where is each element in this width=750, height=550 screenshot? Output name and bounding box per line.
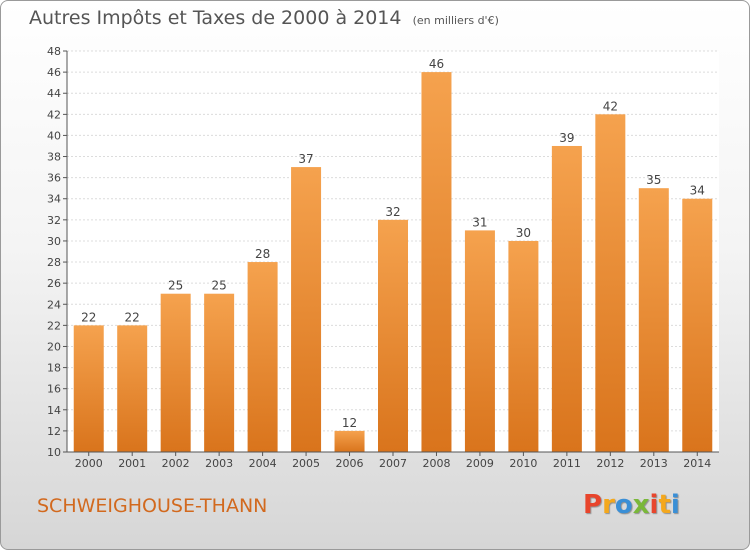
y-tick-label: 34 xyxy=(47,193,61,206)
x-tick-label: 2004 xyxy=(249,457,277,470)
y-tick-label: 24 xyxy=(47,298,61,311)
bar xyxy=(508,240,539,452)
y-tick-label: 36 xyxy=(47,172,61,185)
data-label: 25 xyxy=(168,279,183,293)
bar xyxy=(682,198,713,452)
data-label: 31 xyxy=(472,215,487,229)
x-tick-label: 2000 xyxy=(75,457,103,470)
data-label: 37 xyxy=(298,152,313,166)
logo-letter: x xyxy=(632,490,650,520)
x-tick-label: 2002 xyxy=(162,457,190,470)
data-label: 12 xyxy=(342,416,357,430)
bar xyxy=(160,293,191,452)
y-tick-label: 38 xyxy=(47,151,61,164)
chart-unit: (en milliers d'€) xyxy=(412,14,499,27)
x-tick-label: 2010 xyxy=(509,457,537,470)
data-label: 22 xyxy=(81,310,96,324)
y-tick-label: 22 xyxy=(47,319,61,332)
bar xyxy=(421,72,452,453)
x-tick-label: 2012 xyxy=(596,457,624,470)
bars: 22 22 25 25 28 37 12 32 46 31 30 39 42 35 34 xyxy=(73,57,713,453)
data-label: 32 xyxy=(385,205,400,219)
logo-letter: P xyxy=(583,490,603,520)
y-tick-label: 46 xyxy=(47,66,61,79)
data-label: 42 xyxy=(603,99,618,113)
y-tick-label: 42 xyxy=(47,108,61,121)
y-tick-label: 30 xyxy=(47,235,61,248)
data-label: 46 xyxy=(429,57,444,71)
bar xyxy=(551,145,582,452)
chart-title-block: Autres Impôts et Taxes de 2000 à 2014 (e… xyxy=(29,7,499,29)
y-tick-label: 12 xyxy=(47,425,61,438)
x-tick-label: 2013 xyxy=(640,457,668,470)
data-label: 39 xyxy=(559,131,574,145)
x-tick-label: 2006 xyxy=(336,457,364,470)
y-tick-label: 44 xyxy=(47,87,61,100)
proxiti-logo: Proxiti xyxy=(583,490,680,520)
logo-letter: i xyxy=(649,490,659,520)
axes: 10 12 14 16 18 20 22 24 26 28 30 32 34 36 38 40 42 44 46 48… xyxy=(47,45,719,470)
x-tick-label: 2014 xyxy=(683,457,711,470)
y-tick-label: 32 xyxy=(47,214,61,227)
y-tick-label: 28 xyxy=(47,256,61,269)
y-tick-label: 20 xyxy=(47,340,61,353)
y-tick-label: 40 xyxy=(47,129,61,142)
town-name: SCHWEIGHOUSE-THANN xyxy=(37,495,268,517)
y-tick-label: 10 xyxy=(47,446,61,459)
bar xyxy=(595,114,626,452)
bar xyxy=(247,262,278,452)
x-tick-label: 2007 xyxy=(379,457,407,470)
bar xyxy=(117,325,148,452)
y-tick-label: 16 xyxy=(47,383,61,396)
logo-letter: o xyxy=(614,490,633,520)
logo-letter: t xyxy=(658,490,671,520)
data-label: 35 xyxy=(646,173,661,187)
bar xyxy=(334,430,365,452)
data-label: 22 xyxy=(125,310,140,324)
logo-letter: i xyxy=(670,490,680,520)
bar xyxy=(291,167,322,452)
x-tick-label: 2005 xyxy=(292,457,320,470)
bar xyxy=(378,219,408,452)
data-label: 34 xyxy=(690,184,705,198)
bar xyxy=(73,325,104,452)
x-tick-label: 2003 xyxy=(205,457,233,470)
y-tick-label: 14 xyxy=(47,404,61,417)
x-tick-label: 2008 xyxy=(422,457,450,470)
x-tick-label: 2009 xyxy=(466,457,494,470)
logo-letter: r xyxy=(602,490,615,520)
x-tick-label: 2001 xyxy=(118,457,146,470)
bar xyxy=(204,293,235,452)
y-tick-label: 48 xyxy=(47,45,61,58)
y-tick-label: 26 xyxy=(47,277,61,290)
bar xyxy=(464,230,495,452)
bar xyxy=(638,188,669,452)
x-tick-label: 2011 xyxy=(553,457,581,470)
chart-title: Autres Impôts et Taxes de 2000 à 2014 xyxy=(29,7,402,29)
y-tick-label: 18 xyxy=(47,362,61,375)
data-label: 28 xyxy=(255,247,270,261)
data-label: 25 xyxy=(211,279,226,293)
data-label: 30 xyxy=(516,226,531,240)
